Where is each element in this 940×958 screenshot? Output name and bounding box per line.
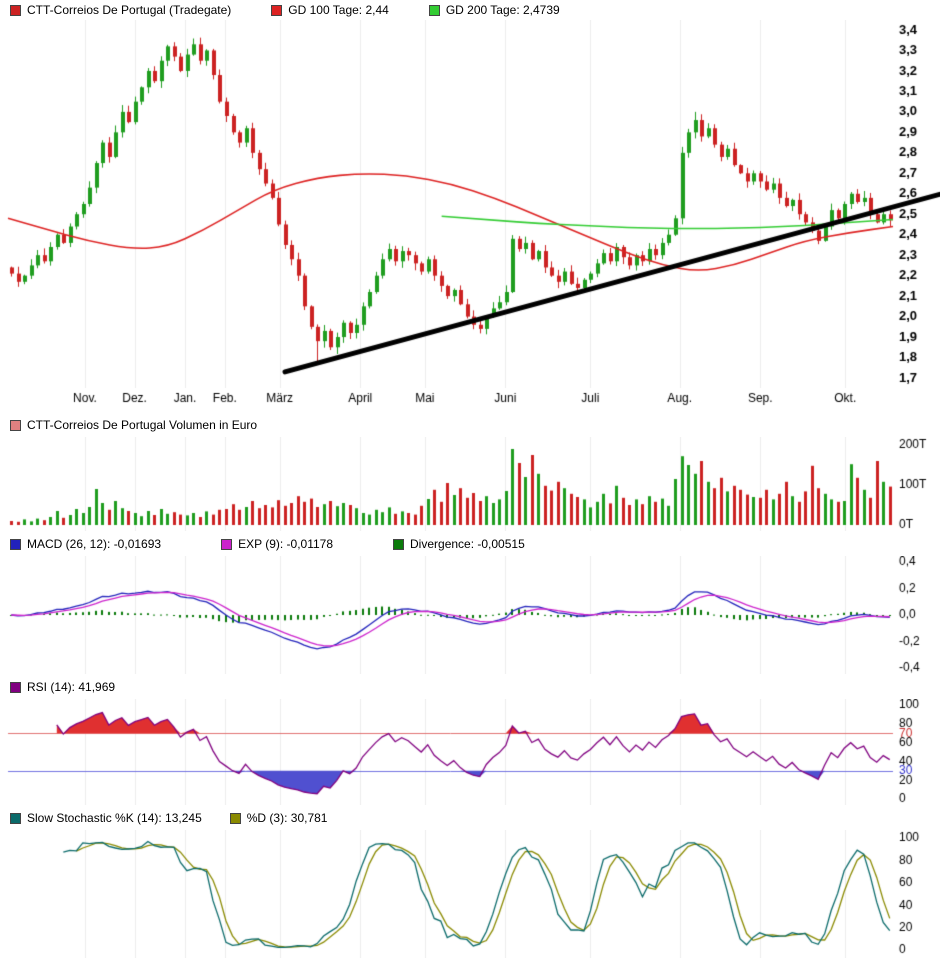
gd100-legend: GD 100 Tage: 2,44 <box>271 3 389 17</box>
rsi-legend: RSI (14): 41,969 <box>0 674 940 699</box>
volume-legend: CTT-Correios De Portugal Volumen in Euro <box>0 412 940 437</box>
price-legend: CTT-Correios De Portugal (Tradegate) GD … <box>0 0 940 20</box>
stochastic-d-legend: %D (3): 30,781 <box>229 811 328 825</box>
stochastic-d-swatch-icon <box>229 812 241 824</box>
macd-label: MACD (26, 12): -0,01693 <box>27 537 162 551</box>
price-series-legend: CTT-Correios De Portugal (Tradegate) <box>10 3 231 17</box>
rsi-series-legend: RSI (14): 41,969 <box>10 680 115 694</box>
gd200-legend: GD 200 Tage: 2,4739 <box>428 3 560 17</box>
gd100-swatch-icon <box>271 4 283 16</box>
stochastic-k-label: Slow Stochastic %K (14): 13,245 <box>27 811 202 825</box>
macd-signal-label: EXP (9): -0,01178 <box>238 537 334 551</box>
stochastic-d-label: %D (3): 30,781 <box>246 811 328 825</box>
price-candlestick-chart <box>0 20 940 412</box>
rsi-chart <box>0 699 940 805</box>
stochastic-k-swatch-icon <box>10 812 21 824</box>
volume-swatch-icon <box>10 419 21 431</box>
macd-divergence-legend: Divergence: -0,00515 <box>393 537 525 551</box>
stochastic-k-legend: Slow Stochastic %K (14): 13,245 <box>10 811 202 825</box>
gd200-label: GD 200 Tage: 2,4739 <box>445 3 560 17</box>
volume-bar-chart <box>0 437 940 531</box>
macd-legend: MACD (26, 12): -0,01693 EXP (9): -0,0117… <box>0 531 940 556</box>
macd-divergence-swatch-icon <box>393 538 405 550</box>
stochastic-chart <box>0 830 940 958</box>
macd-signal-legend: EXP (9): -0,01178 <box>221 537 333 551</box>
rsi-label: RSI (14): 41,969 <box>27 680 116 694</box>
stochastic-legend: Slow Stochastic %K (14): 13,245 %D (3): … <box>0 805 940 830</box>
price-series-swatch-icon <box>10 4 21 16</box>
macd-signal-swatch-icon <box>221 538 233 550</box>
volume-series-legend: CTT-Correios De Portugal Volumen in Euro <box>10 418 257 432</box>
volume-label: CTT-Correios De Portugal Volumen in Euro <box>27 418 258 432</box>
macd-chart <box>0 556 940 674</box>
macd-series-legend: MACD (26, 12): -0,01693 <box>10 537 161 551</box>
price-series-label: CTT-Correios De Portugal (Tradegate) <box>27 3 232 17</box>
rsi-swatch-icon <box>10 681 21 693</box>
macd-divergence-label: Divergence: -0,00515 <box>410 537 525 551</box>
gd100-label: GD 100 Tage: 2,44 <box>288 3 389 17</box>
macd-swatch-icon <box>10 538 21 550</box>
gd200-swatch-icon <box>428 4 440 16</box>
